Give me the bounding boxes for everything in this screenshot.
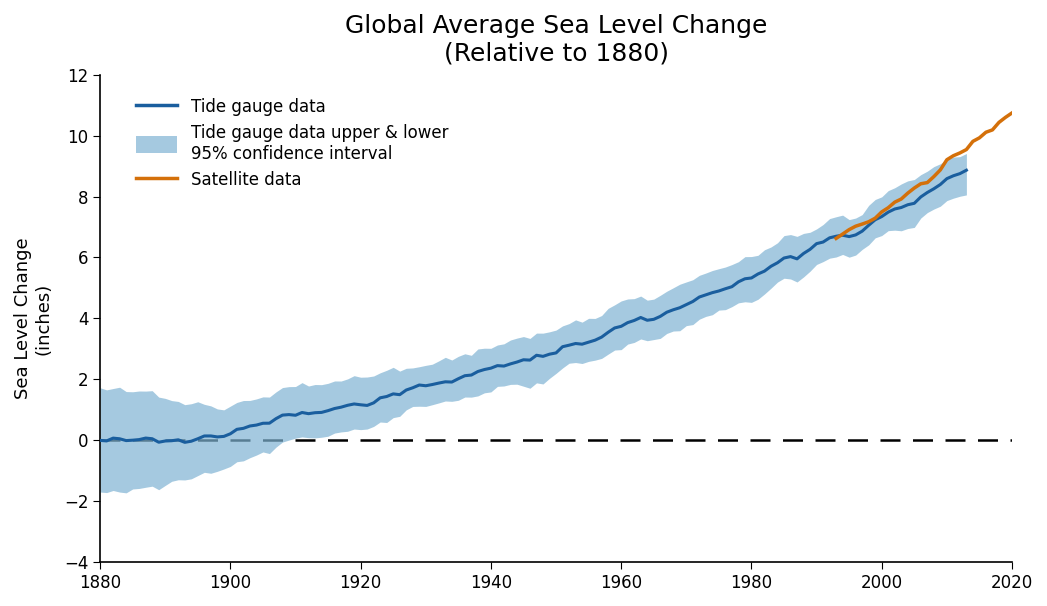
Y-axis label: Sea Level Change
(inches): Sea Level Change (inches) [14,238,52,399]
Legend: Tide gauge data, Tide gauge data upper & lower
95% confidence interval, Satellit: Tide gauge data, Tide gauge data upper &… [136,98,448,189]
Title: Global Average Sea Level Change
(Relative to 1880): Global Average Sea Level Change (Relativ… [344,14,767,65]
